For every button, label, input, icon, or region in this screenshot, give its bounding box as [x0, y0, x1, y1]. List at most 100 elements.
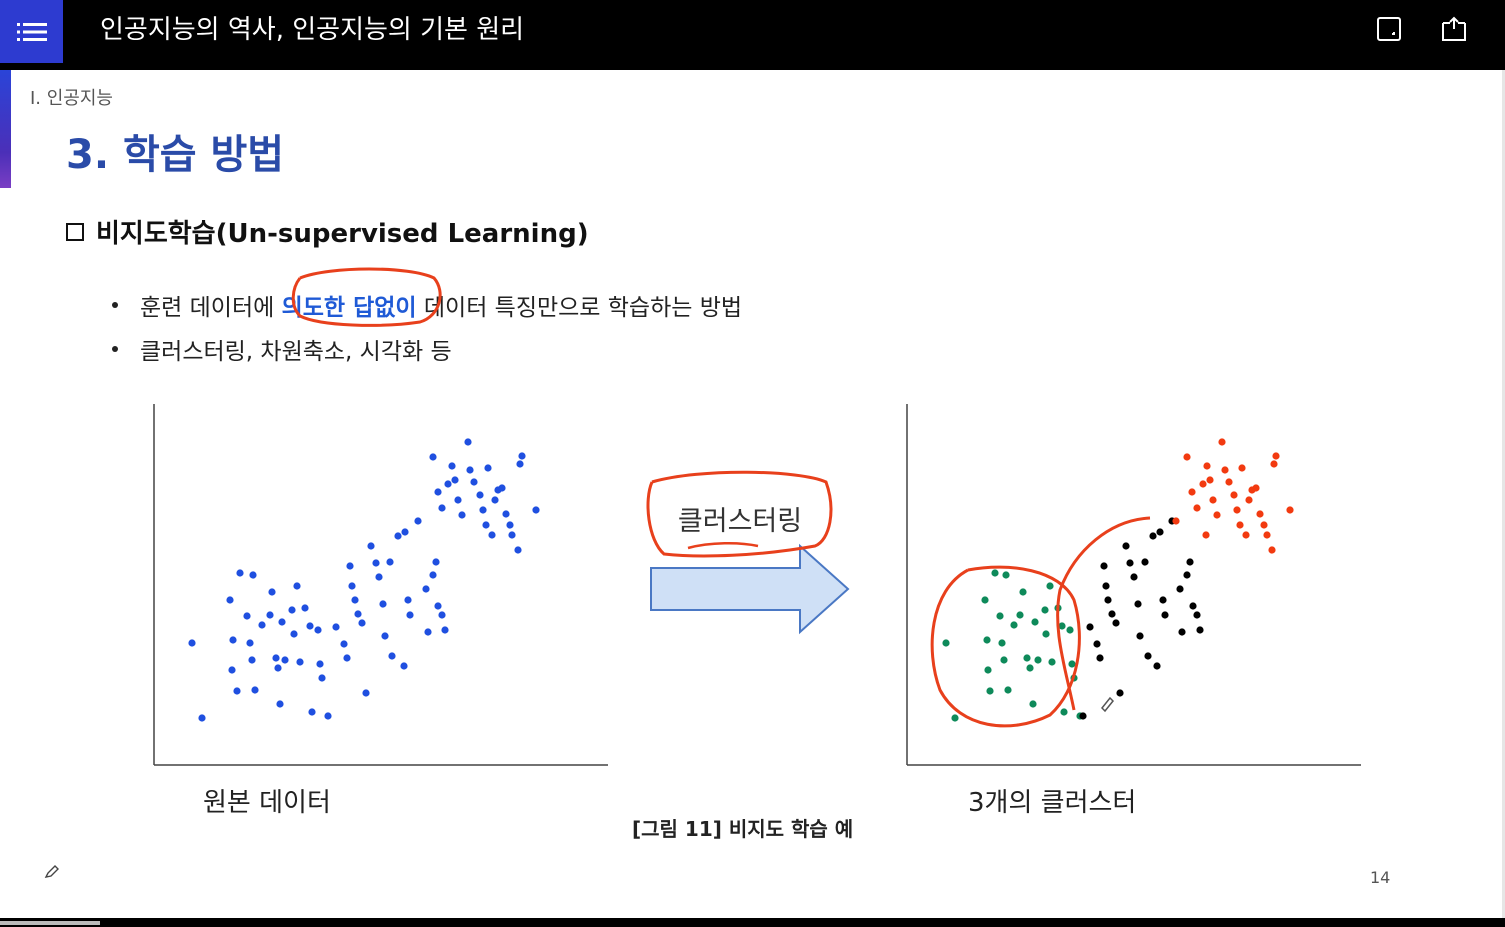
- scatter-point: [388, 652, 396, 660]
- scatter-point: [243, 612, 251, 620]
- scatter-point-black: [1102, 582, 1110, 590]
- scatter-point: [266, 611, 274, 619]
- scatter-point-red: [1272, 452, 1280, 460]
- scatter-point-black: [1116, 689, 1124, 697]
- scatter-point-green: [1042, 630, 1050, 638]
- scatter-point-green: [1002, 571, 1010, 579]
- scatter-point-green: [1068, 660, 1076, 668]
- scatter-point-green: [984, 666, 992, 674]
- scatter-point: [400, 662, 408, 670]
- scatter-point-red: [1225, 478, 1233, 486]
- scatter-point-red: [1218, 438, 1226, 446]
- scatter-point: [272, 654, 280, 662]
- scatter-point: [332, 623, 340, 631]
- scatter-point: [414, 517, 422, 525]
- scatter-point: [532, 506, 540, 514]
- bullet-dot: [112, 346, 118, 352]
- scatter-point: [251, 686, 259, 694]
- scatter-point: [268, 588, 276, 596]
- scatter-point-red: [1199, 480, 1207, 488]
- scatter-point: [441, 626, 449, 634]
- scatter-point-black: [1189, 602, 1197, 610]
- scatter-point-black: [1153, 662, 1161, 670]
- scatter-point: [406, 611, 414, 619]
- figure-caption: [그림 11] 비지도 학습 예: [632, 817, 854, 841]
- scatter-point-red: [1260, 521, 1268, 529]
- scatter-point-green: [1046, 582, 1054, 590]
- scatter-point: [429, 453, 437, 461]
- scatter-point: [236, 569, 244, 577]
- scatter-point: [502, 510, 510, 518]
- scatter-point: [348, 582, 356, 590]
- scatter-point-black: [1149, 532, 1157, 540]
- scatter-point-green: [1058, 622, 1066, 630]
- scatter-point-black: [1136, 632, 1144, 640]
- right-chart-label: 3개의 클러스터: [968, 788, 1137, 818]
- scatter-point-black: [1193, 611, 1201, 619]
- scatter-point-black: [1126, 559, 1134, 567]
- pen-icon[interactable]: [44, 864, 60, 880]
- subheading-text: 비지도학습(Un-supervised Learning): [96, 219, 589, 249]
- scatter-point: [306, 622, 314, 630]
- scatter-point: [429, 571, 437, 579]
- scatter-point: [367, 542, 375, 550]
- window-icon[interactable]: [1375, 15, 1403, 43]
- scatter-point-green: [1019, 588, 1027, 596]
- scatter-point: [362, 689, 370, 697]
- scatter-point-red: [1209, 496, 1217, 504]
- scatter-point: [288, 606, 296, 614]
- scatter-point-green: [996, 612, 1004, 620]
- scatter-point-black: [1093, 640, 1101, 648]
- export-icon[interactable]: [1440, 15, 1468, 43]
- scatter-point: [276, 700, 284, 708]
- scatter-point: [324, 712, 332, 720]
- scatter-point-black: [1156, 528, 1164, 536]
- scatter-point-red: [1238, 464, 1246, 472]
- scatter-point-black: [1159, 596, 1167, 604]
- scatter-point: [346, 562, 354, 570]
- scatter-point-green: [1041, 606, 1049, 614]
- pen-cursor-icon: [1100, 696, 1115, 713]
- scatter-point: [401, 528, 409, 536]
- scatter-point: [358, 619, 366, 627]
- scatter-point-red: [1202, 531, 1210, 539]
- scatter-point: [498, 484, 506, 492]
- scatter-point: [233, 687, 241, 695]
- scatter-point: [278, 618, 286, 626]
- scatter-point: [290, 630, 298, 638]
- menu-button[interactable]: [0, 0, 63, 63]
- scatter-point-black: [1086, 623, 1094, 631]
- scatter-point: [354, 610, 362, 618]
- scatter-point-black: [1176, 585, 1184, 593]
- scatter-point-green: [951, 714, 959, 722]
- scatter-point-red: [1221, 466, 1229, 474]
- scatter-point: [514, 546, 522, 554]
- scatter-point-black: [1178, 628, 1186, 636]
- scatter-point-red: [1268, 546, 1276, 554]
- scatter-point-red: [1245, 496, 1253, 504]
- section-label: I. 인공지능: [30, 88, 113, 109]
- scatter-point: [228, 666, 236, 674]
- scatter-point-green: [998, 639, 1006, 647]
- scatter-point: [424, 628, 432, 636]
- checkbox-icon: [66, 222, 84, 241]
- arrow-shape: [650, 543, 850, 635]
- scatter-point-green: [942, 639, 950, 647]
- scatter-point: [479, 506, 487, 514]
- figure: 클러스터링: [153, 267, 1361, 766]
- scatter-point-green: [1066, 626, 1074, 634]
- scatter-point-green: [991, 569, 999, 577]
- cluster-circle-green: [930, 565, 1081, 728]
- progress-thumb: [0, 921, 100, 925]
- scatter-point: [516, 460, 524, 468]
- page-number: 14: [1370, 868, 1391, 887]
- scatter-point-green: [1004, 686, 1012, 694]
- scatter-point-green: [1048, 658, 1056, 666]
- scatter-point-red: [1252, 484, 1260, 492]
- scatter-point-black: [1100, 562, 1108, 570]
- bullet-text-after: 데이터 특징만으로 학습하는 방법: [416, 295, 743, 321]
- scatter-point-green: [1010, 621, 1018, 629]
- scatter-point: [316, 660, 324, 668]
- scatter-point: [340, 640, 348, 648]
- scatter-point: [451, 476, 459, 484]
